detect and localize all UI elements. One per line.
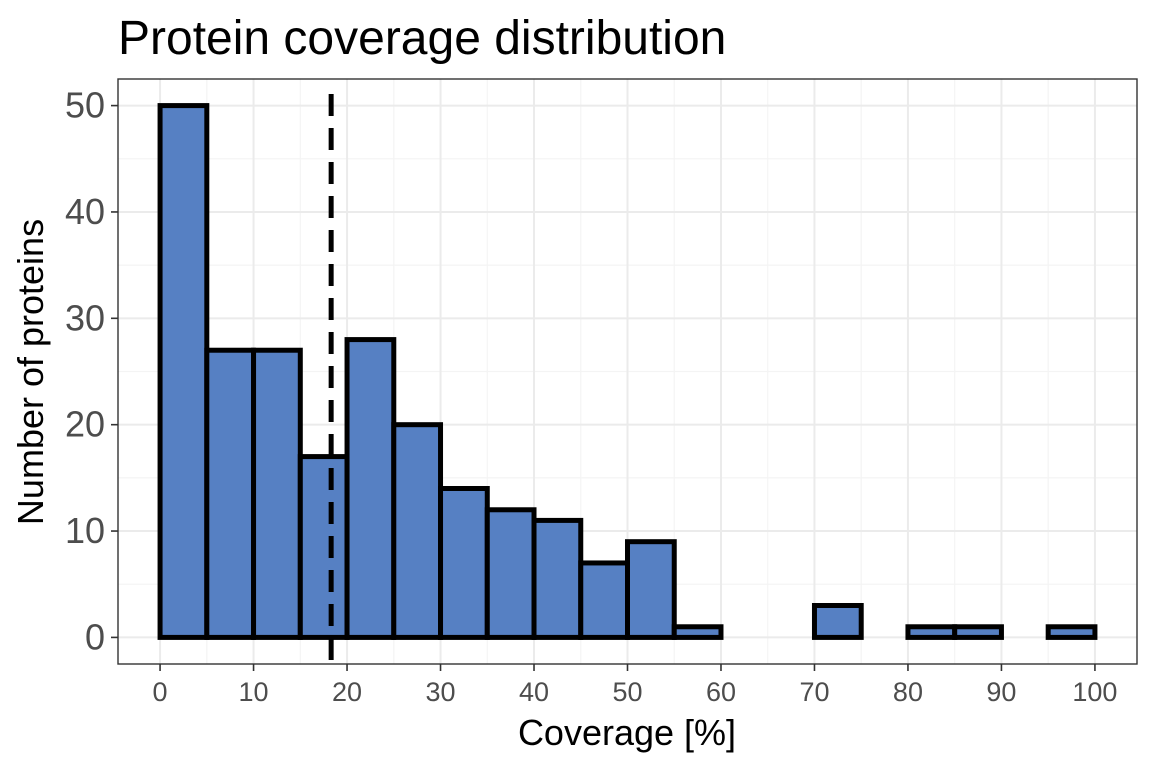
histogram-bar	[157, 103, 210, 640]
y-tick-label: 0	[85, 616, 105, 657]
y-tick-label: 20	[65, 404, 105, 445]
histogram-bar	[484, 507, 537, 640]
x-tick-label: 50	[612, 677, 642, 707]
histogram-bar	[297, 454, 350, 640]
x-tick-label: 60	[706, 677, 736, 707]
x-tick-label: 10	[239, 677, 269, 707]
histogram-bar	[531, 517, 584, 640]
histogram-bar	[578, 560, 631, 640]
x-tick-label: 20	[332, 677, 362, 707]
x-tick-label: 90	[986, 677, 1016, 707]
histogram-bar	[391, 422, 444, 640]
histogram-bar	[1045, 624, 1098, 640]
y-tick-label: 50	[65, 85, 105, 126]
y-tick-label: 30	[65, 297, 105, 338]
bars-group	[157, 103, 1098, 640]
histogram-bar	[625, 539, 677, 640]
y-tick-label: 10	[65, 510, 105, 551]
y-axis-label: Number of proteins	[10, 219, 51, 525]
histogram-bar	[251, 347, 303, 640]
histogram-bar	[952, 624, 1004, 640]
x-tick-label: 30	[426, 677, 456, 707]
histogram-bar	[811, 603, 864, 640]
chart-title: Protein coverage distribution	[118, 12, 726, 65]
histogram-bar	[671, 624, 724, 640]
histogram-bar	[344, 337, 397, 640]
x-tick-label: 100	[1072, 677, 1117, 707]
x-axis-label: Coverage [%]	[518, 712, 736, 753]
y-tick-label: 40	[65, 191, 105, 232]
y-axis: 0 10 20 30 40 50	[65, 85, 118, 657]
x-tick-label: 80	[893, 677, 923, 707]
histogram-bar	[204, 347, 257, 640]
x-axis: 0 10 20 30 40 50 60 70 80 90 100	[153, 664, 1117, 707]
x-tick-label: 0	[153, 677, 168, 707]
x-tick-label: 40	[519, 677, 549, 707]
histogram-bar	[905, 624, 958, 640]
x-tick-label: 70	[799, 677, 829, 707]
histogram-bar	[438, 486, 490, 640]
